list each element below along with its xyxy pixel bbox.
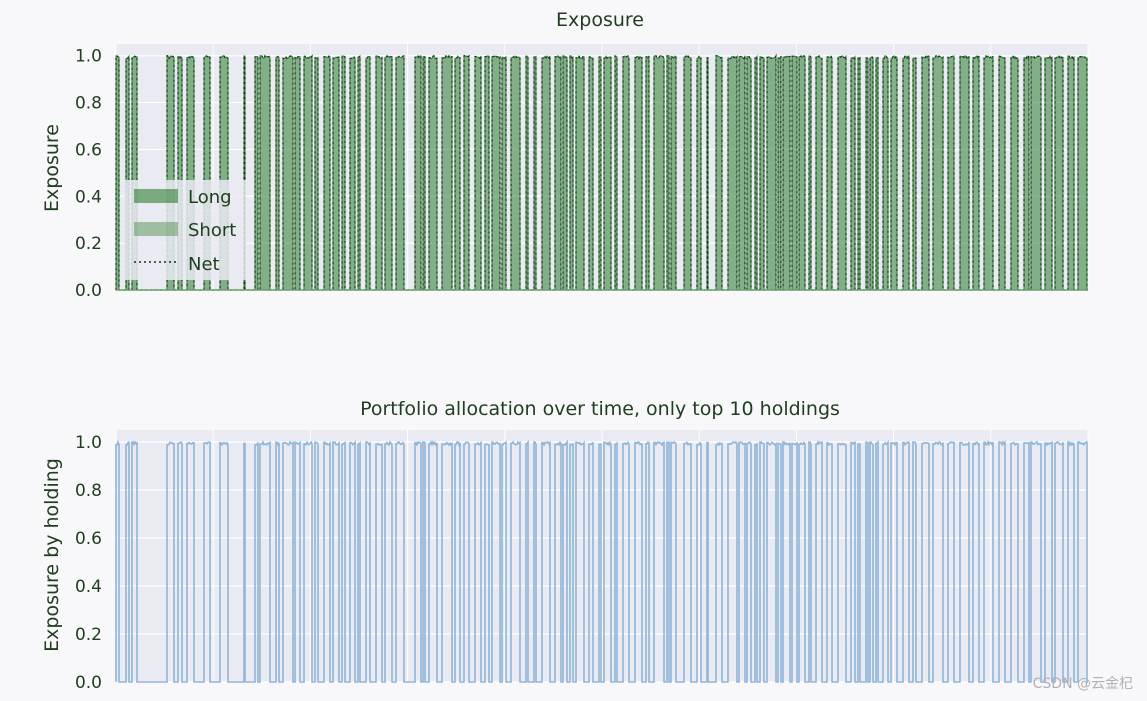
series-allocation-line — [115, 439, 1088, 683]
allocation-chart: 0.0 0.2 0.4 0.6 0.8 1.0 Portfolio allocation … — [41, 398, 1089, 693]
y-tick-label: 0.4 — [75, 187, 102, 207]
legend-label-net: Net — [188, 254, 220, 275]
legend-label-long: Long — [188, 187, 232, 208]
allocation-marks — [115, 439, 1088, 683]
exposure-legend: Long Short Net — [124, 180, 246, 280]
y-tick-label: 0.8 — [75, 94, 102, 114]
allocation-y-axis-label: Exposure by holding — [41, 458, 63, 652]
exposure-chart-title: Exposure — [556, 9, 644, 31]
watermark: CSDN @云金杞 — [1032, 676, 1133, 692]
y-tick-label: 0.0 — [75, 673, 102, 693]
y-tick-label: 0.6 — [75, 529, 102, 549]
y-tick-label: 0.4 — [75, 577, 102, 597]
allocation-chart-title: Portfolio allocation over time, only top… — [360, 398, 840, 420]
legend-swatch-short — [134, 222, 178, 236]
y-tick-label: 1.0 — [75, 47, 102, 67]
legend-label-short: Short — [188, 220, 236, 241]
series-net-line — [115, 53, 1088, 291]
exposure-y-axis-label: Exposure — [41, 124, 63, 212]
allocation-grid — [115, 430, 1089, 683]
y-tick-label: 0.0 — [75, 281, 102, 301]
allocation-y-ticks: 0.0 0.2 0.4 0.6 0.8 1.0 — [75, 433, 102, 693]
exposure-chart: 0.0 0.2 0.4 0.6 0.8 1.0 Exposure Exposure Lon… — [41, 9, 1089, 301]
y-tick-label: 0.8 — [75, 481, 102, 501]
legend-swatch-long — [134, 189, 178, 203]
y-tick-label: 0.2 — [75, 234, 102, 254]
y-tick-label: 1.0 — [75, 433, 102, 453]
exposure-marks — [115, 53, 1088, 291]
exposure-y-ticks: 0.0 0.2 0.4 0.6 0.8 1.0 — [75, 47, 102, 301]
series-long-area — [115, 54, 1088, 291]
y-tick-label: 0.6 — [75, 140, 102, 160]
y-tick-label: 0.2 — [75, 625, 102, 645]
